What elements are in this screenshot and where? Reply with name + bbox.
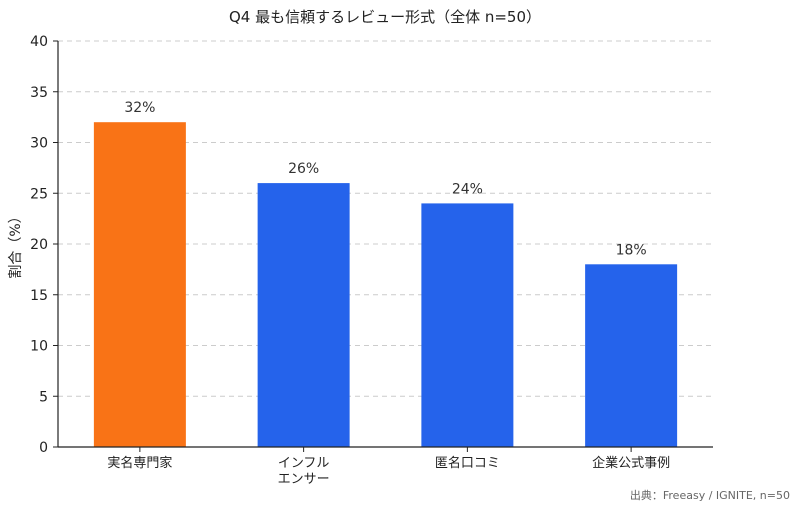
x-tick-label: 匿名口コミ <box>435 455 500 471</box>
y-tick-label: 0 <box>39 440 48 456</box>
y-tick-label: 30 <box>30 136 48 152</box>
chart-title: Q4 最も信頼するレビュー形式（全体 n=50） <box>229 8 541 26</box>
y-tick-label: 20 <box>30 237 48 253</box>
x-tick-label: 実名専門家 <box>107 455 172 471</box>
bar <box>93 122 186 447</box>
y-axis-label: 割合（%） <box>7 209 24 278</box>
data-label: 32% <box>124 100 155 116</box>
y-tick-label: 15 <box>30 288 48 304</box>
bar <box>257 183 350 447</box>
data-label: 26% <box>288 161 319 177</box>
bar <box>585 264 678 447</box>
bar <box>421 203 514 447</box>
y-tick-label: 25 <box>30 186 48 202</box>
data-label: 24% <box>452 181 483 197</box>
x-tick-label: 企業公式事例 <box>592 455 670 471</box>
x-tick-label: エンサー <box>278 472 330 487</box>
x-tick-label: インフル <box>278 456 330 471</box>
data-label: 18% <box>616 242 647 258</box>
y-tick-labels: 0 5 10 15 20 25 30 35 40 <box>30 34 58 456</box>
bars <box>93 122 678 447</box>
y-tick-label: 40 <box>30 34 48 50</box>
y-tick-label: 5 <box>39 389 48 405</box>
source-note: 出典：Freeasy / IGNITE, n=50 <box>630 488 790 502</box>
y-tick-label: 35 <box>30 85 48 101</box>
y-tick-label: 10 <box>30 339 48 355</box>
data-labels: 32% 26% 24% 18% <box>124 100 646 258</box>
